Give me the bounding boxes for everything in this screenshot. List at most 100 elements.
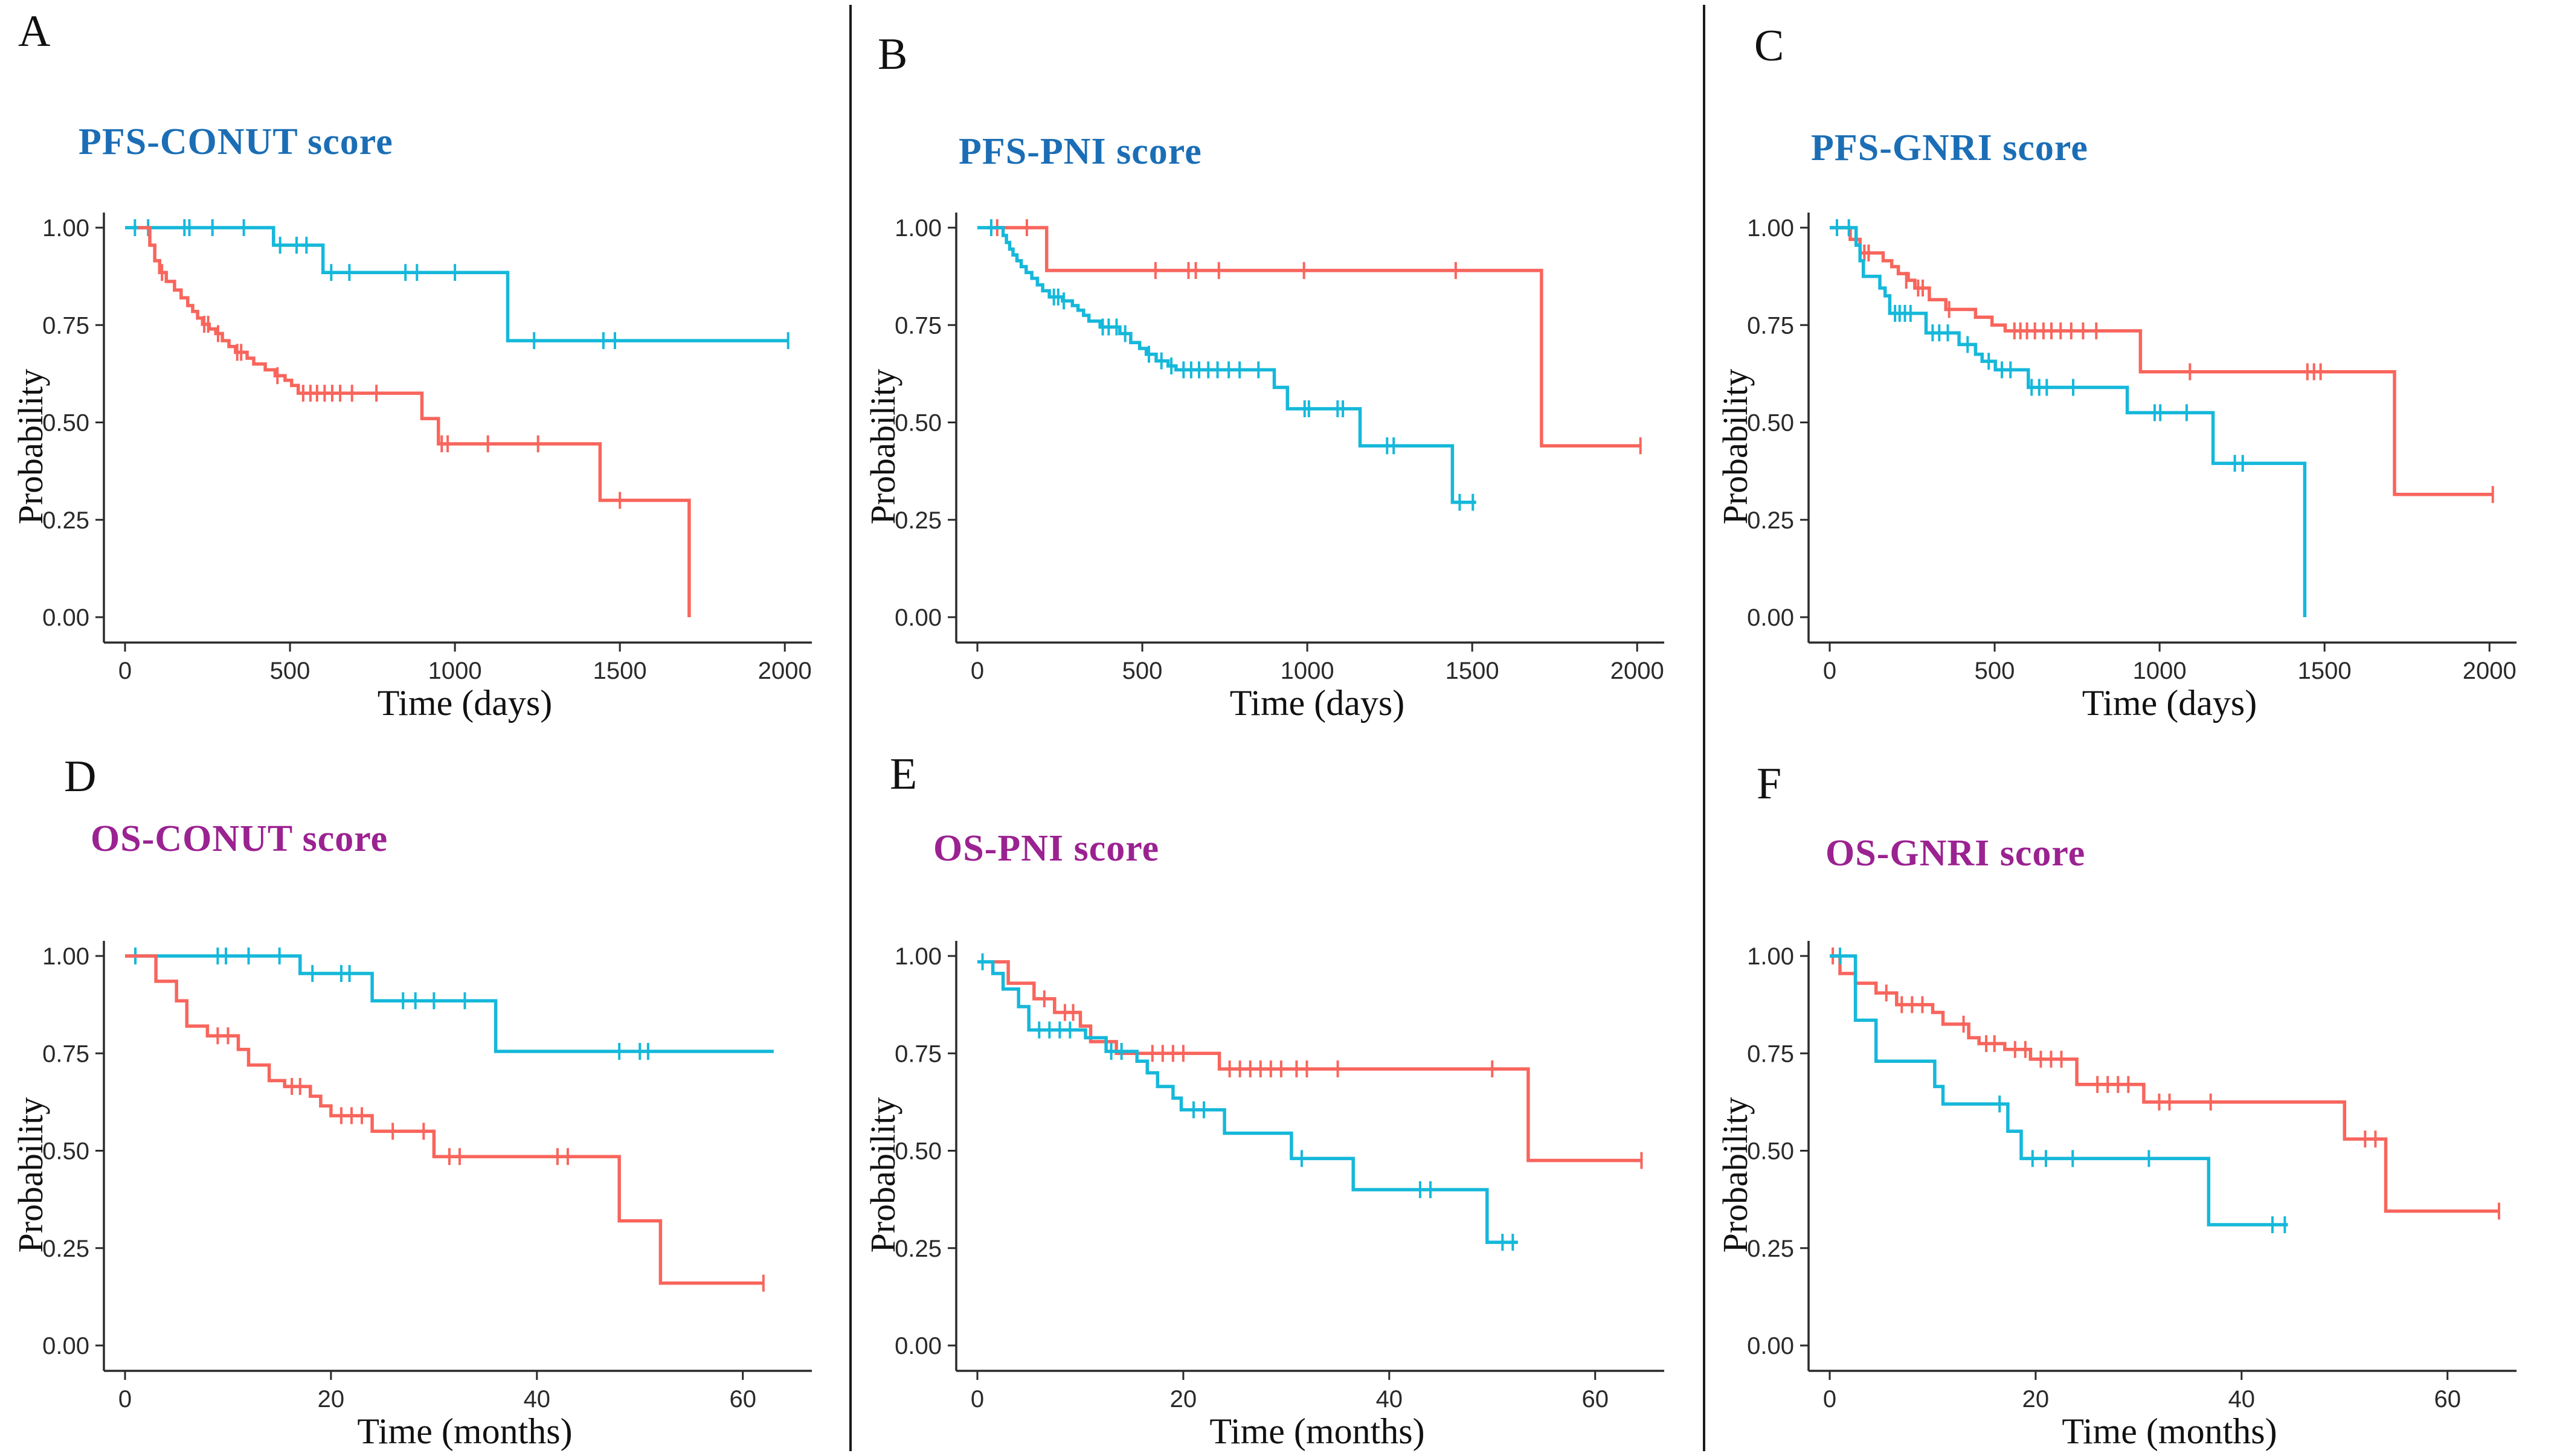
svg-text:0: 0 [971, 658, 984, 684]
svg-text:0: 0 [118, 1386, 132, 1413]
svg-text:0.75: 0.75 [42, 312, 89, 339]
svg-text:0.25: 0.25 [42, 1236, 89, 1262]
column-divider [1703, 5, 1705, 1451]
svg-text:500: 500 [270, 658, 310, 684]
km-plot-pfs-conut: 1.00 0.75 0.50 0.25 0.00 0 500 1000 1500 2000 Time… [13, 194, 829, 726]
svg-text:2000: 2000 [758, 658, 812, 684]
svg-text:1.00: 1.00 [42, 215, 89, 242]
svg-text:1.00: 1.00 [42, 943, 89, 970]
svg-text:0.25: 0.25 [42, 507, 89, 534]
km-curve-red [1830, 226, 2493, 496]
svg-text:0.50: 0.50 [42, 410, 89, 437]
svg-text:0.50: 0.50 [42, 1138, 89, 1165]
column-divider [849, 5, 852, 1451]
panel-letter-a: A [18, 7, 51, 56]
svg-text:0.00: 0.00 [1747, 1333, 1794, 1359]
svg-text:0.25: 0.25 [895, 1236, 942, 1262]
svg-text:500: 500 [1122, 658, 1163, 684]
panel-letter-c: C [1754, 21, 1784, 71]
svg-text:0.00: 0.00 [1747, 605, 1794, 631]
km-plot-pfs-pni: 1.00 0.75 0.50 0.25 0.00 0 500 1000 1500 2000 Time… [866, 194, 1681, 726]
svg-text:1500: 1500 [2298, 658, 2352, 684]
km-plot-os-gnri: 1.00 0.75 0.50 0.25 0.00 0 20 40 60 Time (months)… [1718, 923, 2533, 1454]
svg-text:60: 60 [2434, 1386, 2461, 1413]
svg-text:20: 20 [1170, 1386, 1197, 1413]
panel-letter-d: D [64, 752, 97, 801]
km-curve-red [125, 954, 764, 1285]
panel-title-os-conut: OS-CONUT score [91, 818, 388, 859]
svg-text:Time (months): Time (months) [357, 1411, 572, 1451]
svg-text:60: 60 [1581, 1386, 1609, 1413]
km-plot-svg: 1.00 0.75 0.50 0.25 0.00 0 500 1000 1500 2000 Time… [866, 213, 1664, 723]
svg-text:60: 60 [729, 1386, 756, 1413]
panel-title-os-pni: OS-PNI score [933, 828, 1160, 869]
svg-text:2000: 2000 [1610, 658, 1664, 684]
km-plot-os-pni: 1.00 0.75 0.50 0.25 0.00 0 20 40 60 Time (months)… [866, 923, 1681, 1454]
km-plot-pfs-gnri: 1.00 0.75 0.50 0.25 0.00 0 500 1000 1500 2000 Time… [1718, 194, 2533, 726]
km-curve-cyan [1830, 954, 2288, 1227]
svg-text:Probability: Probability [1718, 369, 1755, 525]
svg-text:0.25: 0.25 [895, 507, 942, 534]
panel-c: C PFS-GNRI score 1.00 0.75 0.50 0.25 0.00 0 50… [1705, 0, 2557, 728]
km-plot-svg: 1.00 0.75 0.50 0.25 0.00 0 20 40 60 Time (months)… [866, 941, 1664, 1451]
panel-f: F OS-GNRI score 1.00 0.75 0.50 0.25 0.00 0 20 4… [1705, 728, 2557, 1456]
km-curve-cyan [125, 226, 788, 342]
svg-text:0.75: 0.75 [895, 312, 942, 339]
svg-text:Probability: Probability [13, 1097, 50, 1253]
svg-text:40: 40 [2228, 1386, 2256, 1413]
svg-text:0.50: 0.50 [1747, 410, 1794, 437]
svg-text:Probability: Probability [866, 1097, 902, 1253]
svg-text:1500: 1500 [1446, 658, 1499, 684]
km-curve-red [987, 226, 1641, 447]
svg-text:40: 40 [524, 1386, 551, 1413]
km-plot-svg: 1.00 0.75 0.50 0.25 0.00 0 20 40 60 Time (months)… [1718, 941, 2517, 1451]
svg-text:1.00: 1.00 [895, 943, 942, 970]
svg-text:1.00: 1.00 [895, 215, 942, 242]
svg-text:1500: 1500 [593, 658, 647, 684]
svg-text:Probability: Probability [13, 369, 50, 525]
svg-text:20: 20 [2022, 1386, 2050, 1413]
panel-title-pfs-pni: PFS-PNI score [959, 131, 1202, 172]
svg-text:1000: 1000 [428, 658, 482, 684]
panel-title-pfs-conut: PFS-CONUT score [79, 121, 393, 162]
km-curve-cyan [977, 960, 1518, 1244]
panel-title-pfs-gnri: PFS-GNRI score [1811, 127, 2088, 168]
svg-text:0.25: 0.25 [1747, 1236, 1794, 1262]
svg-text:1.00: 1.00 [1747, 943, 1794, 970]
panel-letter-e: E [890, 749, 918, 799]
svg-text:1000: 1000 [2133, 658, 2187, 684]
svg-text:0: 0 [1823, 1386, 1836, 1413]
panel-a: A PFS-CONUT score 1.00 0.75 0.50 0.25 0.00 0 5… [0, 0, 852, 728]
km-curve-cyan [1830, 226, 2307, 617]
svg-text:0.00: 0.00 [42, 1333, 89, 1359]
panel-letter-b: B [878, 30, 908, 79]
km-curve-red [138, 226, 691, 617]
svg-text:0.00: 0.00 [895, 605, 942, 631]
panel-letter-f: F [1757, 759, 1782, 809]
km-curve-red [1830, 954, 2499, 1213]
panel-title-os-gnri: OS-GNRI score [1825, 833, 2086, 874]
svg-text:Time (days): Time (days) [1230, 683, 1404, 723]
km-plot-svg: 1.00 0.75 0.50 0.25 0.00 0 500 1000 1500 2000 Time… [1718, 213, 2517, 723]
svg-text:0.75: 0.75 [895, 1041, 942, 1067]
svg-text:0.25: 0.25 [1747, 507, 1794, 534]
km-plot-svg: 1.00 0.75 0.50 0.25 0.00 0 20 40 60 Time (months)… [13, 941, 812, 1451]
km-curve-red [988, 960, 1642, 1163]
km-plot-svg: 1.00 0.75 0.50 0.25 0.00 0 500 1000 1500 2000 Time… [13, 213, 812, 723]
km-curve-cyan [125, 954, 774, 1053]
svg-text:20: 20 [318, 1386, 345, 1413]
svg-text:Probability: Probability [1718, 1097, 1755, 1253]
svg-text:Time (months): Time (months) [1209, 1411, 1424, 1451]
svg-text:0.00: 0.00 [895, 1333, 942, 1359]
svg-text:40: 40 [1376, 1386, 1403, 1413]
km-plot-os-conut: 1.00 0.75 0.50 0.25 0.00 0 20 40 60 Time (months)… [13, 923, 829, 1454]
panel-e: E OS-PNI score 1.00 0.75 0.50 0.25 0.00 0 20 40… [852, 728, 1705, 1456]
svg-text:Time (days): Time (days) [2082, 683, 2257, 723]
svg-text:Time (months): Time (months) [2062, 1411, 2277, 1451]
km-curve-cyan [977, 226, 1476, 504]
svg-text:0.50: 0.50 [895, 1138, 942, 1165]
svg-text:0: 0 [971, 1386, 984, 1413]
svg-text:1.00: 1.00 [1747, 215, 1794, 242]
svg-text:2000: 2000 [2463, 658, 2517, 684]
